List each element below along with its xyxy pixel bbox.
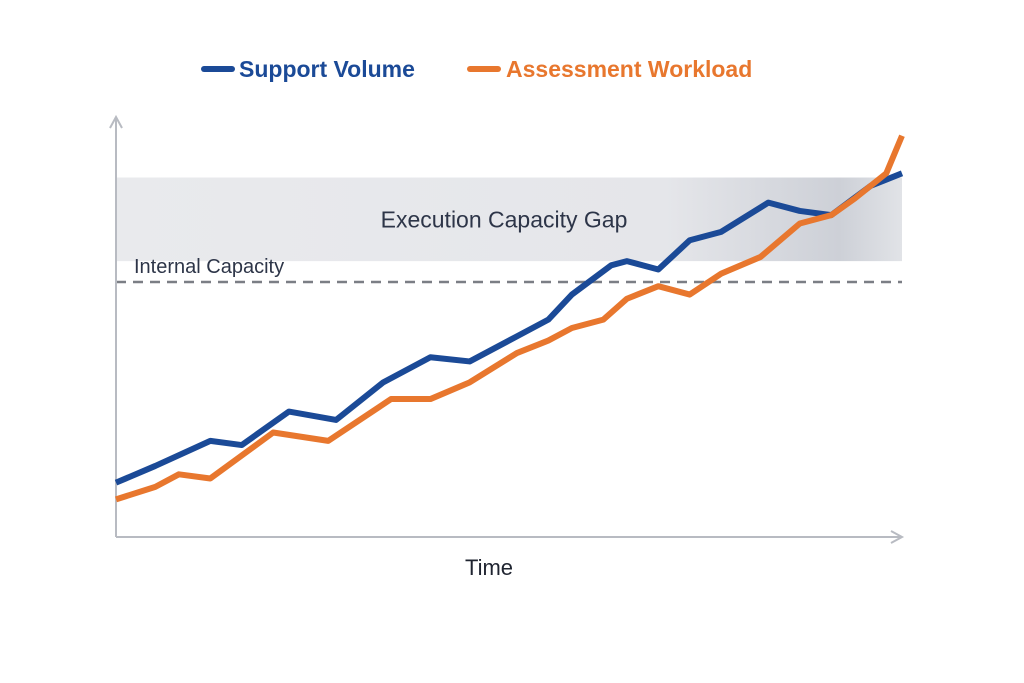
legend-label-assessment-workload: Assessment Workload	[506, 56, 752, 82]
series-line-support-volume	[114, 170, 904, 486]
x-axis-arrow	[890, 530, 905, 544]
series-line-assessment-workload	[115, 134, 905, 503]
y-axis-arrow	[109, 114, 123, 129]
legend-label-support-volume: Support Volume	[239, 56, 415, 82]
execution-capacity-gap-label: Execution Capacity Gap	[381, 206, 628, 232]
legend: Support Volume Assessment Workload	[201, 56, 752, 82]
x-axis-label: Time	[465, 555, 513, 580]
internal-capacity-label: Internal Capacity	[134, 256, 284, 278]
